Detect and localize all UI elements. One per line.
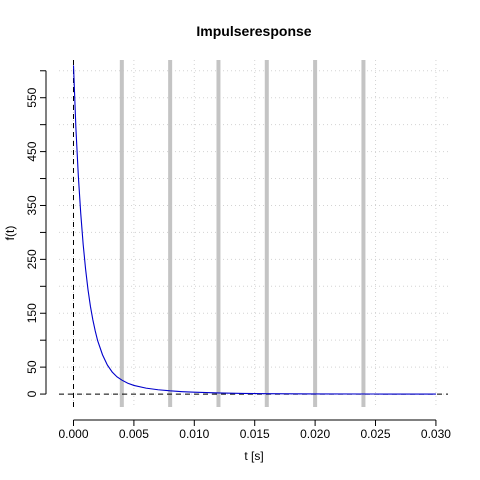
x-tick-label: 0.030 (421, 427, 451, 441)
grid (59, 60, 448, 407)
vertical-markers (119, 60, 366, 407)
x-tick-label: 0.015 (240, 427, 270, 441)
axes: 0.000 0.005 0.010 0.015 0.020 0.025 0.030 0 50 15… (25, 70, 451, 441)
x-tick-label: 0.000 (58, 427, 88, 441)
x-tick-label: 0.020 (300, 427, 330, 441)
y-tick-label: 450 (25, 141, 39, 161)
y-tick-label: 50 (25, 360, 39, 374)
reference-lines (59, 60, 448, 407)
x-tick-label: 0.005 (119, 427, 149, 441)
chart-title: Impulseresponse (196, 23, 311, 39)
y-tick-label: 250 (25, 249, 39, 269)
series-layer (72, 65, 436, 395)
y-axis-label: f(t) (3, 226, 17, 241)
x-axis-label: t [s] (244, 449, 263, 463)
x-tick-label: 0.010 (179, 427, 209, 441)
y-tick-label: 550 (25, 87, 39, 107)
series-line (72, 65, 436, 395)
x-tick-label: 0.025 (360, 427, 390, 441)
y-tick-label: 0 (25, 390, 39, 397)
y-tick-label: 350 (25, 195, 39, 215)
y-tick-label: 150 (25, 303, 39, 323)
